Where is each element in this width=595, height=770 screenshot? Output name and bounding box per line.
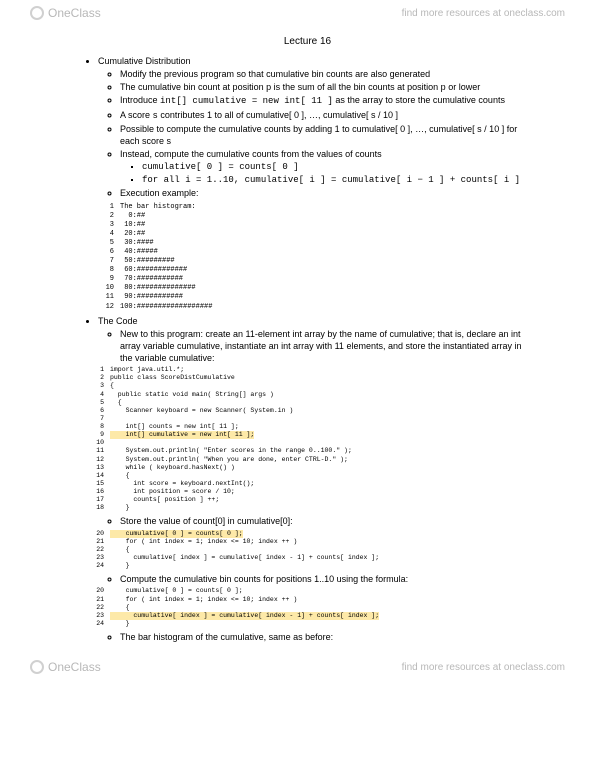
bullet: Compute the cumulative bin counts for po… [120,573,535,585]
document-content: Lecture 16 Cumulative Distribution Modif… [0,26,595,654]
code-snippet-1: 1import java.util.*; 2public class Score… [90,366,535,512]
lecture-title: Lecture 16 [80,36,535,47]
bullet: New to this program: create an 11-elemen… [120,328,535,364]
logo-icon [30,660,44,674]
bullet: Instead, compute the cumulative counts f… [120,148,535,160]
logo: OneClass [30,660,101,674]
code-snippet-2: 20 cumulative[ 0 ] = counts[ 0 ]; 21 for… [90,530,535,571]
bullet: The bar histogram of the cumulative, sam… [120,631,535,643]
header-bar: OneClass find more resources at oneclass… [0,0,595,26]
section-heading: The Code [98,315,535,327]
footer-link[interactable]: find more resources at oneclass.com [402,662,565,673]
inline-code: int[] cumulative = new int[ 11 ] [160,96,333,106]
bullet: The cumulative bin count at position p i… [120,81,535,93]
text: contributes 1 to all of cumulative[ 0 ],… [158,110,398,120]
text: as the array to store the cumulative cou… [333,95,505,105]
bullet-code: cumulative[ 0 ] = counts[ 0 ] [142,161,535,173]
logo-text: OneClass [48,660,101,674]
footer-bar: OneClass find more resources at oneclass… [0,654,595,680]
header-link[interactable]: find more resources at oneclass.com [402,8,565,19]
section-heading: Cumulative Distribution [98,55,535,67]
text: A score [120,110,153,120]
logo: OneClass [30,6,101,20]
bullet: Introduce int[] cumulative = new int[ 11… [120,94,535,107]
logo-text: OneClass [48,6,101,20]
text: Introduce [120,95,160,105]
code-snippet-3: 20 cumulative[ 0 ] = counts[ 0 ]; 21 for… [90,587,535,628]
bullet: Modify the previous program so that cumu… [120,68,535,80]
bullet: Execution example: [120,187,535,199]
bullet-code: for all i = 1..10, cumulative[ i ] = cum… [142,174,535,186]
bullet: Possible to compute the cumulative count… [120,123,535,147]
bullet: Store the value of count[0] in cumulativ… [120,515,535,527]
bullet: A score s contributes 1 to all of cumula… [120,109,535,122]
histogram-output: 1The bar histogram: 2 0:## 3 10:## 4 20:… [100,203,535,312]
logo-icon [30,6,44,20]
